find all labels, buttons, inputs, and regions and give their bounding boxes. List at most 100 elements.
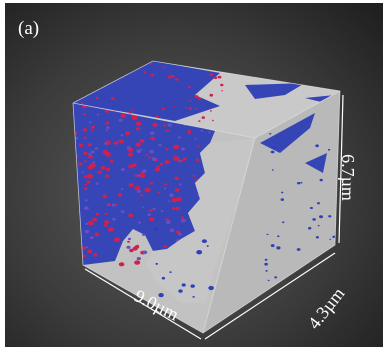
purple-speckle [151,150,154,153]
hot-spot [104,220,110,225]
purple-speckle [158,143,162,147]
hot-spot [165,148,169,151]
hot-spot [173,106,176,108]
solid-island [190,284,195,288]
purple-speckle [181,219,186,223]
hot-spot [194,108,198,110]
hot-spot [145,154,149,156]
hot-spot [175,206,180,211]
purple-speckle [136,257,141,261]
purple-speckle [127,237,132,241]
solid-island [169,271,172,273]
hot-spot [157,165,160,168]
hot-spot [103,223,108,227]
purple-speckle [142,169,147,173]
purple-speckle [89,121,92,124]
hot-spot [150,136,156,141]
purple-speckle [165,220,171,224]
hot-spot [87,221,94,226]
hot-spot [220,83,224,87]
cube-right-face [203,91,340,333]
purple-speckle [147,213,151,217]
hot-spot [86,180,91,184]
hot-spot [197,145,200,148]
hot-spot [90,129,94,132]
hot-spot [117,193,123,197]
front-face-texture [73,103,255,303]
solid-island [309,206,313,210]
solid-island [297,182,301,185]
purple-speckle [106,126,110,129]
hot-spot [195,158,200,162]
hot-spot [174,176,180,180]
purple-speckle [142,250,148,255]
solid-island [272,146,277,149]
dimension-label-height: 6.7µm [337,154,358,201]
hot-spot [110,97,115,101]
height-dimension-line [338,94,344,244]
purple-speckle [96,113,100,116]
hot-spot [134,260,141,265]
hot-spot [217,75,222,79]
purple-speckle [137,174,141,177]
hot-spot [128,164,134,169]
solid-island [155,262,158,265]
solid-island [271,169,274,171]
hot-spot [165,218,168,221]
solid-island [280,198,284,201]
hot-spot [128,183,134,188]
hot-spot [155,115,159,118]
purple-speckle [126,245,131,249]
hot-spot [86,174,93,179]
purple-speckle [84,229,90,234]
purple-speckle [163,187,167,190]
hot-spot [173,144,180,150]
hot-spot [150,73,155,77]
hot-spot [89,163,96,168]
solid-island [181,224,184,228]
hot-spot [166,129,170,132]
solid-island [274,276,278,279]
hot-spot [140,194,144,197]
solid-island [196,250,203,255]
hot-spot [194,95,199,99]
hot-spot [176,197,182,202]
purple-speckle [200,129,204,132]
hot-spot [84,160,87,163]
purple-speckle [120,210,125,214]
solid-island [279,134,282,137]
hot-spot [84,183,88,186]
purple-speckle [140,148,143,150]
hot-spot [82,128,88,132]
x-dimension-line [84,268,202,340]
hot-spot [161,107,165,111]
purple-speckle [169,193,174,197]
purple-speckle [81,171,84,174]
purple-speckle [151,157,157,161]
hot-spot [162,66,165,68]
hot-spot [97,170,102,174]
purple-speckle [104,142,108,145]
solid-island [315,144,319,148]
hot-spot [95,96,99,99]
hot-spot [201,116,205,119]
hot-spot [78,162,83,166]
hot-spot [87,249,93,254]
purple-speckle [142,233,146,236]
hot-spot [87,143,92,147]
cube-edges [72,60,341,334]
hot-spot [82,254,86,258]
purple-speckle [112,217,116,221]
hot-spot [83,151,88,155]
purple-speckle [107,204,111,207]
purple-speckle [152,207,156,211]
hot-spot [134,174,138,177]
hot-spot [188,107,193,110]
purple-speckle [120,168,125,172]
solid-island [192,296,195,298]
solid-island [206,245,209,247]
hot-spot [221,90,223,92]
purple-speckle [137,189,141,193]
hot-spot [157,191,161,194]
panel-label: (a) [18,18,40,39]
